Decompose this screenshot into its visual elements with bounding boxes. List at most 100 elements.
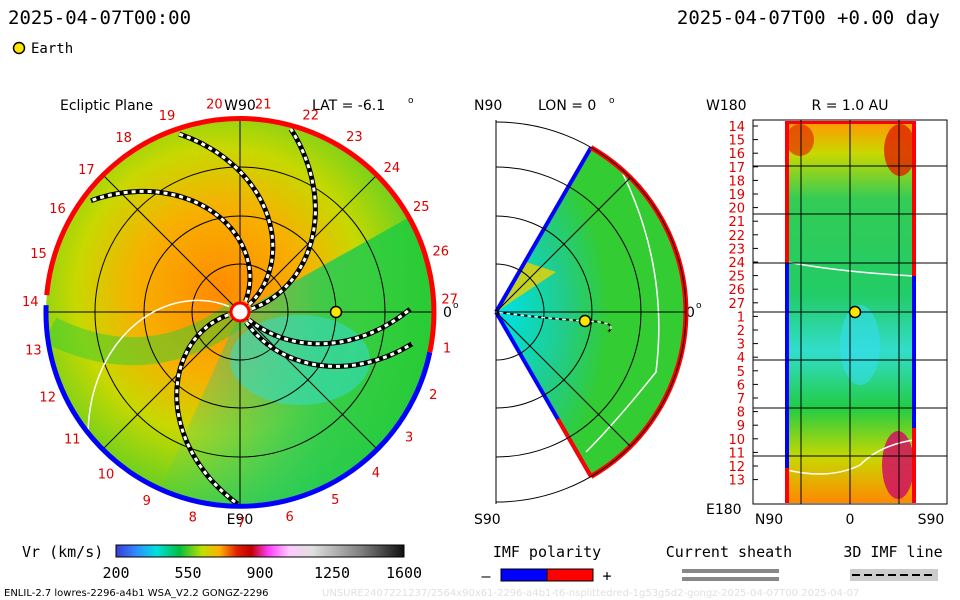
earth-legend-label: Earth — [31, 41, 73, 57]
colorbar-ticks: 200 550 900 1250 1600 — [102, 564, 422, 582]
sheath-arm-light-5 — [248, 307, 411, 346]
colorbar-label: Vr (km/s) — [22, 543, 103, 561]
shell-y-tick-14: 14 — [728, 120, 745, 135]
lat-degree-mark: o — [408, 96, 414, 106]
imf-line-title: 3D IMF line — [843, 543, 942, 561]
meridional-rim-lower-positive — [556, 417, 593, 478]
shell-fast-bottom — [882, 431, 914, 499]
carrington-tick-25: 25 — [413, 200, 430, 215]
carrington-tick-20: 20 — [206, 98, 223, 113]
carrington-tick-2: 2 — [429, 388, 437, 403]
shell-y-tick-1: 1 — [737, 310, 745, 325]
shell-y-tick-23: 23 — [728, 242, 745, 257]
colorbar-ramp — [115, 544, 405, 558]
ecliptic-current-sheath — [87, 127, 414, 506]
shell-top-left-label: W180 — [706, 98, 747, 114]
meridional-right-degree: o — [696, 301, 702, 311]
meridional-rim-upper-edge — [494, 146, 593, 314]
carrington-tick-3: 3 — [405, 430, 413, 445]
ecliptic-title: Ecliptic Plane — [60, 98, 153, 114]
colorbar-tick-550: 550 — [174, 564, 201, 582]
meridional-imf-line — [495, 311, 613, 333]
rim-positive — [44, 116, 437, 353]
shell-fast-top — [884, 124, 916, 176]
ecliptic-panel: Ecliptic Plane LAT = -6.1 o W90 E90 0 o … — [22, 96, 459, 531]
carrington-tick-16: 16 — [49, 202, 66, 217]
ecliptic-lat-label: LAT = -6.1 — [312, 98, 385, 114]
carrington-tick-22: 22 — [302, 108, 319, 123]
ecliptic-green-band — [46, 300, 249, 366]
shell-fast-top-left — [786, 124, 814, 156]
shell-bottom-left-label: E180 — [706, 502, 742, 518]
current-sheath-swatch-1 — [682, 569, 779, 573]
earth-legend-icon — [12, 41, 26, 55]
shell-x-tick-0: N90 — [755, 512, 783, 528]
shell-y-tick-6: 6 — [737, 378, 745, 393]
shell-x-ticks: N90 0 S90 — [755, 512, 945, 528]
shell-y-tick-19: 19 — [728, 188, 745, 203]
shell-x-tick-1: 0 — [846, 512, 855, 528]
shell-y-tick-8: 8 — [737, 406, 745, 421]
carrington-tick-19: 19 — [159, 109, 176, 124]
sheath-arm-light-0 — [251, 128, 317, 311]
carrington-tick-1: 1 — [443, 341, 451, 356]
shell-y-tick-7: 7 — [737, 392, 745, 407]
sheath-white-arm — [87, 299, 230, 430]
header-left-time: 2025-04-07T00:00 — [8, 7, 191, 29]
colorbar-tick-900: 900 — [246, 564, 273, 582]
earth-marker-shell — [848, 305, 862, 319]
lon-degree-mark: o — [609, 96, 615, 106]
sheath-arm-light-4 — [245, 321, 413, 368]
carrington-tick-5: 5 — [331, 493, 339, 508]
shell-y-tick-12: 12 — [728, 460, 745, 475]
carrington-tick-14: 14 — [22, 295, 39, 310]
shell-y-tick-13: 13 — [728, 474, 745, 489]
carrington-tick-18: 18 — [115, 131, 132, 146]
carrington-tick-10: 10 — [98, 468, 115, 483]
imf-negative-swatch — [500, 568, 548, 582]
shell-panel: W180 R = 1.0 AU E180 1415161718192021222… — [706, 98, 948, 528]
shell-y-tick-22: 22 — [728, 229, 745, 244]
carrington-tick-9: 9 — [143, 494, 151, 509]
carrington-tick-11: 11 — [64, 432, 81, 447]
shell-rim-left-negative — [785, 263, 789, 468]
ecliptic-right-degree: o — [453, 301, 459, 311]
shell-sheath-upper — [786, 261, 915, 277]
carrington-tick-12: 12 — [39, 390, 56, 405]
carrington-tick-15: 15 — [30, 247, 47, 262]
footer-model-info: ENLIL-2.7 lowres-2296-a4b1 WSA_V2.2 GONG… — [4, 588, 269, 599]
carrington-tick-17: 17 — [78, 163, 95, 178]
meridional-title: LON = 0 — [538, 98, 596, 114]
shell-y-tick-4: 4 — [737, 351, 745, 366]
carrington-tick-8: 8 — [189, 511, 197, 526]
shell-y-tick-16: 16 — [728, 147, 745, 162]
carrington-tick-4: 4 — [372, 466, 380, 481]
meridional-spoke--45 — [495, 311, 631, 447]
shell-sheath-lower — [786, 439, 915, 475]
shell-y-tick-21: 21 — [728, 215, 745, 230]
shell-y-tick-27: 27 — [728, 297, 745, 312]
shell-y-tick-25: 25 — [728, 270, 745, 285]
carrington-tick-13: 13 — [25, 344, 42, 359]
meridional-top-label: N90 — [474, 98, 502, 114]
ecliptic-polarity-rim — [43, 116, 437, 509]
shell-y-tick-11: 11 — [728, 446, 745, 461]
shell-title: R = 1.0 AU — [812, 98, 889, 114]
colorbar-tick-1250: 1250 — [314, 564, 350, 582]
shell-y-tick-9: 9 — [737, 419, 745, 434]
shell-y-tick-15: 15 — [728, 134, 745, 149]
shell-rim-left-positive-2 — [785, 468, 789, 503]
carrington-tick-27: 27 — [441, 293, 458, 308]
shell-y-tick-3: 3 — [737, 338, 745, 353]
footer-run-id: UNSURE2407221237/2564x90x61-2296-a4b1-t6… — [322, 588, 859, 599]
shell-y-tick-17: 17 — [728, 161, 745, 176]
shell-y-tick-26: 26 — [728, 283, 745, 298]
shell-y-tick-2: 2 — [737, 324, 745, 339]
meridional-bottom-label: S90 — [474, 512, 501, 528]
imf-positive-swatch — [546, 568, 594, 582]
imf-line-legend: 3D IMF line — [843, 543, 943, 581]
meridional-yellow-spike — [496, 262, 556, 312]
meridional-field — [494, 141, 689, 479]
current-sheath-title: Current sheath — [666, 543, 792, 561]
ecliptic-bottom-label: E90 — [227, 512, 254, 528]
